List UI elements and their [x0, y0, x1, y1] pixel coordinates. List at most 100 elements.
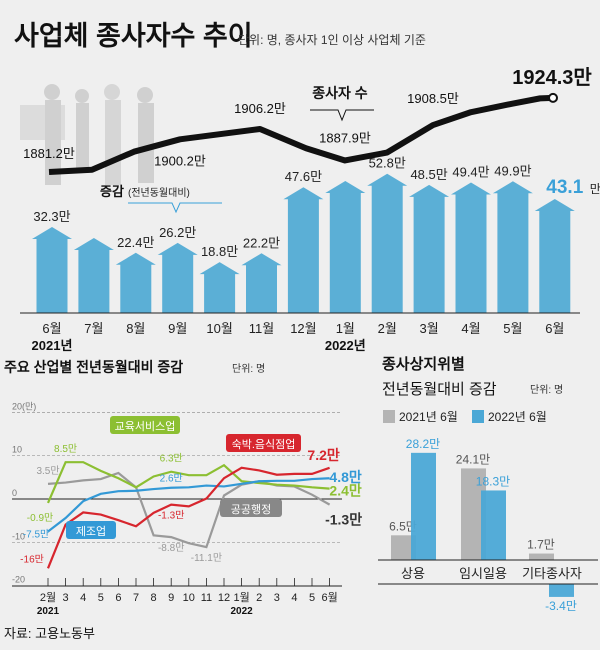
- bar-arrow: [241, 253, 282, 313]
- legend-swatch: [472, 410, 484, 423]
- year-label: 2021: [37, 606, 60, 617]
- bar: [481, 490, 506, 560]
- line-value-label: 1887.9만: [319, 130, 371, 145]
- x-tick-label: 10: [183, 592, 195, 604]
- month-tick-label: 6월: [545, 321, 564, 336]
- bar-value-label: 49.9만: [494, 163, 531, 178]
- x-tick-label: 9: [168, 592, 174, 604]
- line-value-label: 1924.3만: [512, 66, 592, 89]
- employee-line: [48, 94, 554, 175]
- data-label: 6.3만: [160, 453, 183, 465]
- chart-unit: 단위: 명: [530, 383, 563, 396]
- y-tick-label: -10: [12, 531, 25, 541]
- bar-value-label: 18.3만: [476, 474, 510, 488]
- bar-arrow: [534, 198, 575, 313]
- bar: [411, 452, 436, 560]
- data-label: -11.1만: [191, 552, 222, 564]
- bar-value-label: 52.8만: [369, 156, 406, 171]
- bar-arrow: [451, 182, 491, 313]
- x-tick-label: 1월: [233, 591, 249, 604]
- category-label: 임시일용: [459, 566, 507, 581]
- month-tick-label: 2월: [378, 321, 397, 336]
- series-name-tag: [110, 416, 180, 434]
- yoy-bar-chart: 32.3만 6월 7월 22.4만 8월 26.2만 9월 18.8만 10월 22.2만 11월 4…: [20, 156, 600, 353]
- month-tick-label: 5월: [503, 321, 522, 336]
- series-line: [47, 477, 330, 533]
- series-name-tag: [66, 521, 116, 539]
- y-tick-label: 10: [12, 445, 22, 455]
- y-tick-label: -20: [12, 575, 25, 585]
- x-tick-label: 4: [80, 592, 86, 604]
- x-tick-label: 11: [201, 592, 212, 604]
- label-pointer: [128, 202, 222, 214]
- bar-arrow: [32, 227, 72, 313]
- bar-arrow: [492, 181, 533, 313]
- page-title: 사업체 종사자수 추이: [14, 21, 253, 51]
- series-line: [46, 466, 330, 569]
- year-label: 2022년: [325, 338, 366, 353]
- month-tick-label: 4월: [461, 321, 480, 336]
- bar-arrow: [367, 173, 408, 313]
- bar-value-label: 6.5만: [389, 519, 417, 533]
- line-value-label: 1881.2만: [23, 146, 75, 161]
- bar-value-label: 28.2만: [406, 437, 440, 451]
- legend-swatch: [383, 410, 395, 423]
- legend-label: 2022년 6월: [488, 410, 547, 424]
- data-label: 4.8만: [329, 469, 361, 485]
- line-value-label: 1906.2만: [234, 101, 286, 116]
- bar-value-label: -3.4만: [545, 599, 577, 613]
- x-tick-label: 7: [133, 592, 139, 604]
- data-label: -1.3만: [158, 510, 184, 522]
- month-tick-label: 6월: [42, 321, 61, 336]
- year-label: 2021년: [32, 338, 73, 353]
- bar: [549, 584, 574, 597]
- bar-value-label: 1.7만: [527, 538, 555, 552]
- bar-value-label: 49.4만: [452, 165, 489, 180]
- x-tick-label: 3: [274, 592, 280, 604]
- month-tick-label: 3월: [419, 321, 438, 336]
- bar-value-label: 22.4만: [117, 235, 154, 250]
- source-note: 자료: 고용노동부: [4, 626, 95, 641]
- series-name: 숙박.음식점업: [232, 438, 296, 451]
- data-label: -8.8만: [158, 542, 184, 554]
- bar-value-label: 26.2만: [159, 225, 196, 240]
- x-tick-label: 2월: [40, 591, 56, 604]
- bar-value-label: 47.6만: [285, 169, 322, 184]
- x-tick-label: 8: [151, 592, 157, 604]
- series-name: 제조업: [76, 525, 106, 538]
- bar-value-label: 18.8만: [201, 244, 238, 259]
- category-label: 기타종사자: [522, 566, 582, 581]
- bar-arrow: [283, 187, 324, 313]
- x-tick-label: 5: [309, 592, 315, 604]
- bar-arrow: [199, 262, 240, 313]
- bar-arrow: [409, 184, 450, 313]
- month-tick-label: 9월: [168, 321, 187, 336]
- chart-unit: 단위: 명: [232, 362, 265, 375]
- chart-title: 주요 산업별 전년동월대비 증감: [4, 359, 183, 375]
- y-tick-label: 20(만): [12, 401, 36, 411]
- year-label: 2022: [230, 606, 253, 617]
- month-tick-label: 11월: [249, 321, 274, 336]
- series-name: 교육서비스업: [115, 420, 176, 433]
- data-label: 3.5만: [36, 465, 59, 477]
- x-tick-label: 2: [256, 592, 262, 604]
- category-label: 상용: [401, 566, 425, 581]
- data-label: -0.9만: [27, 512, 53, 524]
- bar-value-label: 22.2만: [243, 235, 280, 250]
- bar-value-suffix: 만: [590, 182, 600, 196]
- x-tick-label: 12: [218, 592, 230, 604]
- month-tick-label: 1월: [336, 321, 355, 336]
- bar-arrow: [115, 252, 156, 313]
- bar-arrow: [73, 237, 114, 313]
- x-tick-label: 6: [115, 592, 121, 604]
- unit-note: 단위: 명, 종사자 1인 이상 사업체 기준: [238, 33, 426, 47]
- data-label: 2.4만: [329, 483, 361, 499]
- month-tick-label: 7월: [84, 321, 103, 336]
- data-label: -1.3만: [325, 512, 362, 528]
- bar-series-label: 증감: [100, 184, 124, 199]
- data-label: -7.5만: [23, 528, 49, 540]
- bar-arrow: [157, 242, 198, 313]
